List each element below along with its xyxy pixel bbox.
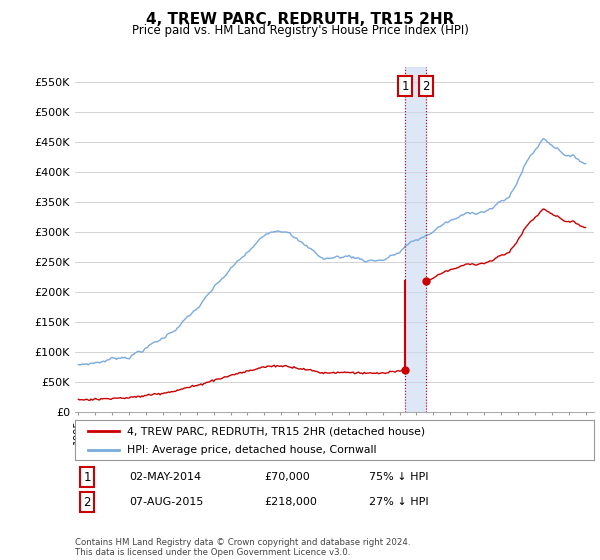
Text: 2: 2	[422, 80, 430, 92]
Text: Price paid vs. HM Land Registry's House Price Index (HPI): Price paid vs. HM Land Registry's House …	[131, 24, 469, 36]
Text: 02-MAY-2014: 02-MAY-2014	[129, 472, 201, 482]
Text: 4, TREW PARC, REDRUTH, TR15 2HR: 4, TREW PARC, REDRUTH, TR15 2HR	[146, 12, 454, 27]
Text: 1: 1	[83, 470, 91, 484]
Text: 2: 2	[83, 496, 91, 509]
Text: 27% ↓ HPI: 27% ↓ HPI	[369, 497, 428, 507]
Text: 1: 1	[401, 80, 409, 92]
Text: 75% ↓ HPI: 75% ↓ HPI	[369, 472, 428, 482]
Text: HPI: Average price, detached house, Cornwall: HPI: Average price, detached house, Corn…	[127, 445, 376, 455]
Text: 4, TREW PARC, REDRUTH, TR15 2HR (detached house): 4, TREW PARC, REDRUTH, TR15 2HR (detache…	[127, 426, 425, 436]
Bar	[405, 67, 426, 412]
Text: 07-AUG-2015: 07-AUG-2015	[129, 497, 203, 507]
Text: £218,000: £218,000	[264, 497, 317, 507]
Text: £70,000: £70,000	[264, 472, 310, 482]
Text: Contains HM Land Registry data © Crown copyright and database right 2024.
This d: Contains HM Land Registry data © Crown c…	[75, 538, 410, 557]
